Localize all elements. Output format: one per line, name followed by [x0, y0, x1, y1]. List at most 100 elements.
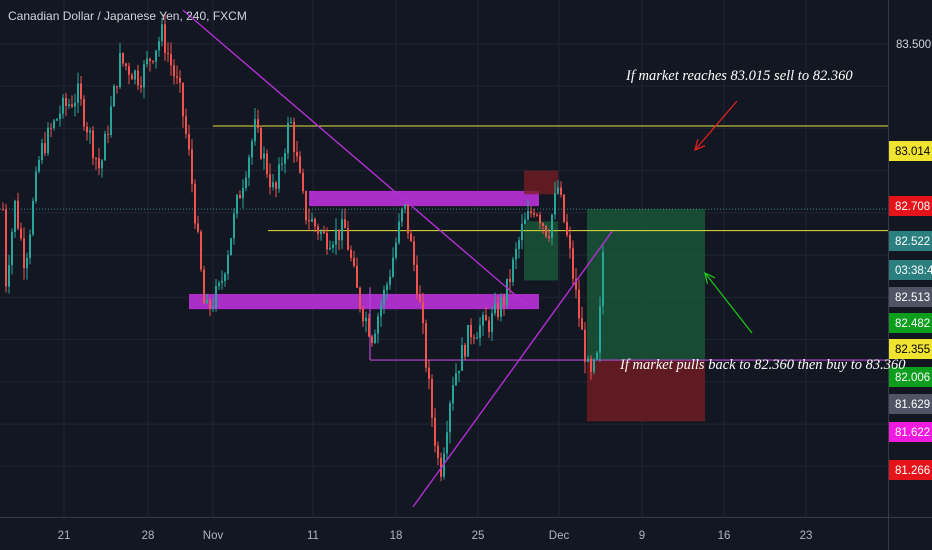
candle-body	[551, 214, 553, 239]
candle-body	[422, 302, 424, 324]
candle-body	[236, 194, 238, 214]
resistance-zone	[309, 190, 539, 207]
candle-body	[425, 323, 427, 368]
candle-body	[242, 187, 244, 199]
candle-body	[383, 289, 385, 306]
candle-body	[545, 225, 547, 237]
candle-body	[140, 85, 142, 88]
chart-title: Canadian Dollar / Japanese Yen, 240, FXC…	[8, 9, 247, 23]
time-tick-label: 23	[800, 530, 813, 542]
candle-body	[452, 385, 454, 404]
candle-body	[32, 200, 34, 235]
candle-body	[122, 53, 124, 64]
candle-body	[533, 212, 535, 215]
candle-body	[434, 417, 436, 446]
candle-body	[398, 221, 400, 243]
candle-body	[17, 200, 19, 229]
candle-body	[413, 241, 415, 265]
price-label-bg	[889, 287, 932, 307]
candle-body	[341, 219, 343, 241]
candle-body	[359, 287, 361, 309]
candle-body	[152, 61, 154, 63]
candle-body	[191, 149, 193, 184]
candle-body	[446, 432, 448, 454]
price-tick-label: 83.500	[896, 39, 931, 51]
candle-body	[410, 233, 412, 242]
candle-body	[491, 313, 493, 332]
candle-body	[314, 219, 316, 227]
candle-body	[284, 153, 286, 164]
candle-body	[212, 307, 214, 309]
candle-body	[536, 214, 538, 216]
time-tick-label: Dec	[549, 530, 570, 542]
price-label-text: 82.355	[895, 344, 930, 356]
candle-body	[590, 358, 592, 372]
candle-body	[158, 41, 160, 51]
candle-body	[566, 221, 568, 235]
candle-body	[578, 289, 580, 319]
candle-body	[296, 151, 298, 157]
candle-body	[293, 121, 295, 152]
candle-body	[458, 370, 460, 374]
candle-body	[311, 219, 313, 222]
candles	[2, 13, 604, 482]
candle-body	[368, 317, 370, 337]
candle-body	[173, 65, 175, 77]
price-label-text: 83.014	[895, 146, 931, 158]
candle-body	[569, 234, 571, 249]
time-axis: 21 28 Nov 11 18 25 Dec 9 16 23	[58, 530, 813, 542]
candle-body	[104, 133, 106, 161]
candle-body	[554, 193, 556, 215]
candle-body	[338, 229, 340, 241]
candle-body	[218, 282, 220, 287]
candle-body	[596, 352, 598, 360]
arrow-sell-shaft	[694, 100, 738, 151]
time-tick-label: 9	[639, 530, 645, 542]
candle-body	[11, 231, 13, 266]
candle-body	[470, 324, 472, 338]
candle-body	[479, 325, 481, 338]
candle-body	[335, 229, 337, 245]
candle-body	[194, 183, 196, 224]
candle-body	[146, 58, 148, 65]
candle-body	[563, 194, 565, 222]
candle-body	[377, 316, 379, 334]
candle-body	[431, 378, 433, 418]
trendline-up	[412, 231, 613, 508]
candle-body	[485, 315, 487, 321]
candle-body	[557, 187, 559, 194]
candle-body	[59, 113, 61, 120]
candle-body	[176, 76, 178, 78]
candle-body	[215, 286, 217, 308]
annotation-buy: If market pulls back to 82.360 then buy …	[619, 357, 906, 373]
candle-body	[599, 306, 601, 353]
candle-body	[416, 264, 418, 295]
candle-body	[467, 324, 469, 357]
candle-body	[113, 85, 115, 107]
candle-body	[47, 127, 49, 154]
candle-body	[86, 126, 88, 133]
price-label-text: 82.006	[895, 372, 930, 384]
time-tick-label: 28	[142, 530, 155, 542]
candle-body	[353, 257, 355, 266]
candle-body	[428, 367, 430, 379]
price-label-text: 82.513	[895, 292, 930, 304]
price-label-text: 03:38:40	[895, 265, 932, 277]
candle-body	[83, 99, 85, 127]
candle-body	[308, 220, 310, 222]
time-tick-label: 16	[718, 530, 731, 542]
price-label-bg	[889, 141, 932, 161]
candle-body	[404, 204, 406, 209]
candle-body	[371, 336, 373, 343]
candle-body	[251, 141, 253, 158]
candle-body	[347, 228, 349, 250]
price-label-text: 81.629	[895, 399, 930, 411]
candle-body	[476, 337, 478, 339]
candle-body	[455, 373, 457, 386]
candle-body	[305, 191, 307, 221]
price-label-bg	[889, 231, 932, 251]
stop-zone	[587, 360, 705, 422]
price-label-text: 81.266	[895, 465, 930, 477]
candle-body	[407, 204, 409, 234]
